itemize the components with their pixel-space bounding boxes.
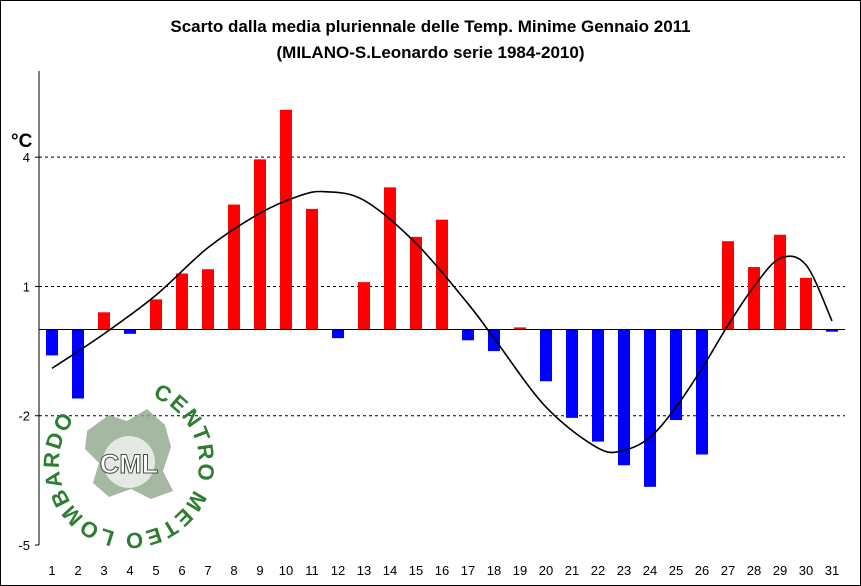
x-tick-label-2: 2 <box>74 563 81 578</box>
y-tick-labels: 4 1 -2 -5 <box>18 150 30 553</box>
x-tick-label-24: 24 <box>643 563 657 578</box>
logo-center-text: CML <box>100 449 158 479</box>
x-tick-label-28: 28 <box>747 563 761 578</box>
x-tick-label-30: 30 <box>799 563 813 578</box>
x-tick-label-11: 11 <box>305 563 319 578</box>
x-tick-label-5: 5 <box>152 563 159 578</box>
y-tick-label--2: -2 <box>18 409 30 424</box>
x-tick-label-9: 9 <box>256 563 263 578</box>
x-tick-label-6: 6 <box>178 563 185 578</box>
bar-day-24 <box>644 329 656 487</box>
bar-day-29 <box>774 234 786 330</box>
bar-day-28 <box>748 267 760 330</box>
y-tick-label-1: 1 <box>23 279 30 294</box>
y-tick-label--5: -5 <box>18 538 30 553</box>
x-tick-label-31: 31 <box>825 563 839 578</box>
bar-day-20 <box>540 329 552 382</box>
x-tick-label-8: 8 <box>230 563 237 578</box>
bar-day-8 <box>228 204 240 330</box>
bar-day-3 <box>98 312 110 330</box>
bar-day-5 <box>150 299 162 330</box>
x-tick-label-22: 22 <box>591 563 605 578</box>
bar-day-30 <box>800 277 812 330</box>
x-tick-label-27: 27 <box>721 563 735 578</box>
x-tick-label-18: 18 <box>487 563 501 578</box>
chart-subtitle: (MILANO-S.Leonardo serie 1984-2010) <box>276 43 585 62</box>
bar-day-4 <box>124 329 136 334</box>
chart-title: Scarto dalla media pluriennale delle Tem… <box>170 17 691 36</box>
trend-line <box>51 190 833 454</box>
bar-day-19 <box>514 327 526 330</box>
bar-day-1 <box>46 329 58 356</box>
x-tick-label-15: 15 <box>409 563 423 578</box>
y-axis-unit-label: °C <box>11 131 33 152</box>
bar-day-17 <box>462 329 474 341</box>
x-tick-label-10: 10 <box>279 563 293 578</box>
bar-day-23 <box>618 329 630 466</box>
x-tick-label-13: 13 <box>357 563 371 578</box>
x-tick-label-17: 17 <box>461 563 475 578</box>
x-tick-label-23: 23 <box>617 563 631 578</box>
bar-day-13 <box>358 282 370 330</box>
bar-day-26 <box>696 329 708 455</box>
bar-day-6 <box>176 273 188 330</box>
x-tick-label-3: 3 <box>100 563 107 578</box>
x-tick-label-21: 21 <box>565 563 579 578</box>
x-tick-label-12: 12 <box>331 563 345 578</box>
bar-day-14 <box>384 187 396 330</box>
x-tick-label-19: 19 <box>513 563 527 578</box>
x-tick-labels: 1 2 3 4 5 6 7 8 9 10 11 12 13 14 15 16 17 18 19 20 21 22 23 24 2… <box>48 563 839 578</box>
axes <box>35 71 845 546</box>
x-tick-label-25: 25 <box>669 563 683 578</box>
trend-line-group <box>51 190 833 454</box>
bar-day-25 <box>670 329 682 421</box>
bar-day-27 <box>722 241 734 330</box>
bar-day-12 <box>332 329 344 339</box>
bar-day-7 <box>202 269 214 330</box>
bar-day-22 <box>592 329 604 442</box>
bar-day-16 <box>436 219 448 330</box>
x-tick-label-29: 29 <box>773 563 787 578</box>
bar-day-31 <box>826 329 838 332</box>
x-tick-label-4: 4 <box>126 563 133 578</box>
x-tick-label-26: 26 <box>695 563 709 578</box>
x-tick-label-1: 1 <box>48 563 55 578</box>
y-tick-label-4: 4 <box>23 150 30 165</box>
x-tick-label-14: 14 <box>383 563 397 578</box>
bar-day-15 <box>410 236 422 330</box>
bar-day-2 <box>72 329 84 399</box>
bar-day-21 <box>566 329 578 418</box>
bar-day-9 <box>254 159 266 330</box>
x-tick-label-7: 7 <box>204 563 211 578</box>
bar-series <box>46 109 838 487</box>
bar-day-11 <box>306 208 318 330</box>
x-tick-label-16: 16 <box>435 563 449 578</box>
x-tick-label-20: 20 <box>539 563 553 578</box>
chart-title-block: Scarto dalla media pluriennale delle Tem… <box>1 14 860 66</box>
logo-center-disc <box>103 436 155 488</box>
bar-day-10 <box>280 109 292 330</box>
